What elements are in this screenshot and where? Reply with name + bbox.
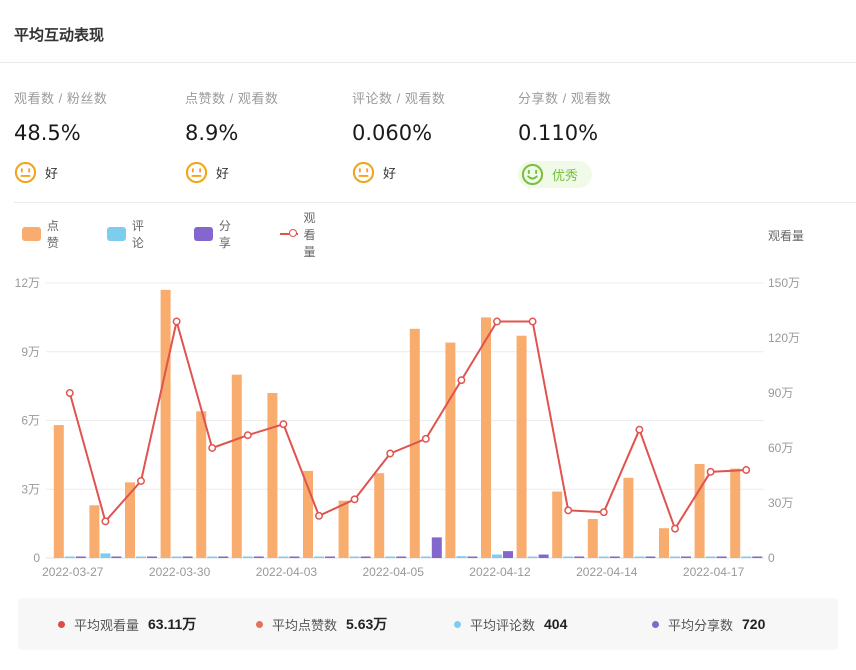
svg-text:9万: 9万 xyxy=(21,345,40,359)
legend-label: 点赞 xyxy=(46,219,59,250)
views-dot-icon xyxy=(58,620,65,628)
neutral-face-icon xyxy=(14,161,37,184)
title-divider xyxy=(0,62,856,63)
summary-bar: 平均观看量 63.11万 平均点赞数 5.63万 平均评论数 404 平均分享数… xyxy=(18,598,838,650)
likes-swatch xyxy=(22,227,41,241)
metric-label: 观看数 / 粉丝数 xyxy=(14,91,108,106)
legend-item-comments[interactable]: 评论 xyxy=(107,217,150,251)
summary-item-avg-shares: 平均分享数 720 xyxy=(652,598,765,650)
svg-text:90万: 90万 xyxy=(768,386,793,400)
metric-card-views-fans: 观看数 / 粉丝数 48.5% 好 xyxy=(14,88,184,189)
legend-label: 分享 xyxy=(218,219,231,250)
metric-card-shares-views: 分享数 / 观看数 0.110% 优秀 xyxy=(518,88,688,191)
line-series-icon xyxy=(280,227,298,241)
summary-value: 63.11万 xyxy=(148,616,197,632)
svg-text:2022-03-30: 2022-03-30 xyxy=(149,565,211,579)
rating-text: 好 xyxy=(383,166,397,181)
svg-text:2022-04-12: 2022-04-12 xyxy=(469,565,531,579)
section-divider xyxy=(14,202,856,203)
legend-item-views[interactable]: 观看量 xyxy=(280,209,326,260)
metric-label: 评论数 / 观看数 xyxy=(352,91,446,106)
svg-text:120万: 120万 xyxy=(768,331,800,345)
metric-label: 点赞数 / 观看数 xyxy=(185,91,279,106)
metric-value: 0.110% xyxy=(518,121,599,145)
legend-label: 评论 xyxy=(131,219,144,250)
shares-dot-icon xyxy=(652,620,659,628)
summary-value: 720 xyxy=(742,616,766,632)
metric-card-likes-views: 点赞数 / 观看数 8.9% 好 xyxy=(185,88,355,189)
metric-rating: 好 xyxy=(185,161,229,184)
metric-rating: 好 xyxy=(14,161,58,184)
svg-text:150万: 150万 xyxy=(768,276,800,290)
shares-swatch xyxy=(194,227,213,241)
svg-text:2022-04-03: 2022-04-03 xyxy=(256,565,318,579)
chart-svg[interactable]: 0 3万 6万 9万 12万 0 30万 60万 90万 120万 150万 2022-03-27 20… xyxy=(0,250,856,595)
metric-value: 0.060% xyxy=(352,121,433,145)
summary-label: 平均观看量 xyxy=(74,617,140,633)
comments-swatch xyxy=(107,227,126,241)
metric-label: 分享数 / 观看数 xyxy=(518,91,612,106)
svg-text:2022-04-14: 2022-04-14 xyxy=(576,565,638,579)
svg-text:0: 0 xyxy=(768,551,775,565)
summary-label: 平均评论数 xyxy=(470,617,536,633)
smiley-face-icon xyxy=(521,163,544,186)
legend-item-likes[interactable]: 点赞 xyxy=(22,217,65,251)
metric-value: 8.9% xyxy=(185,121,239,145)
svg-text:60万: 60万 xyxy=(768,441,793,455)
svg-text:6万: 6万 xyxy=(21,414,40,428)
rating-text: 好 xyxy=(45,166,59,181)
comments-dot-icon xyxy=(454,620,461,628)
svg-text:30万: 30万 xyxy=(768,496,793,510)
summary-label: 平均分享数 xyxy=(668,617,734,633)
page-title: 平均互动表现 xyxy=(14,27,105,44)
summary-item-avg-comments: 平均评论数 404 xyxy=(454,598,567,650)
right-axis-title: 观看量 xyxy=(768,229,805,243)
svg-text:3万: 3万 xyxy=(21,482,40,496)
neutral-face-icon xyxy=(185,161,208,184)
interaction-chart[interactable]: 0 3万 6万 9万 12万 0 30万 60万 90万 120万 150万 2022-03-27 20… xyxy=(0,250,856,595)
svg-text:2022-04-17: 2022-04-17 xyxy=(683,565,745,579)
metric-card-comments-views: 评论数 / 观看数 0.060% 好 xyxy=(352,88,522,189)
svg-text:0: 0 xyxy=(33,551,40,565)
svg-text:12万: 12万 xyxy=(15,276,40,290)
summary-item-avg-likes: 平均点赞数 5.63万 xyxy=(256,598,387,650)
rating-text: 好 xyxy=(216,166,230,181)
summary-item-avg-views: 平均观看量 63.11万 xyxy=(58,598,196,650)
legend-item-shares[interactable]: 分享 xyxy=(194,217,237,251)
neutral-face-icon xyxy=(352,161,375,184)
metric-rating: 优秀 xyxy=(518,161,593,188)
metric-value: 48.5% xyxy=(14,121,81,145)
summary-label: 平均点赞数 xyxy=(272,617,338,633)
rating-text: 优秀 xyxy=(552,168,579,183)
svg-text:2022-03-27: 2022-03-27 xyxy=(42,565,104,579)
legend-label: 观看量 xyxy=(303,210,316,259)
svg-text:2022-04-05: 2022-04-05 xyxy=(363,565,425,579)
metric-rating: 好 xyxy=(352,161,396,184)
likes-dot-icon xyxy=(256,620,263,628)
summary-value: 5.63万 xyxy=(346,616,388,632)
summary-value: 404 xyxy=(544,616,568,632)
